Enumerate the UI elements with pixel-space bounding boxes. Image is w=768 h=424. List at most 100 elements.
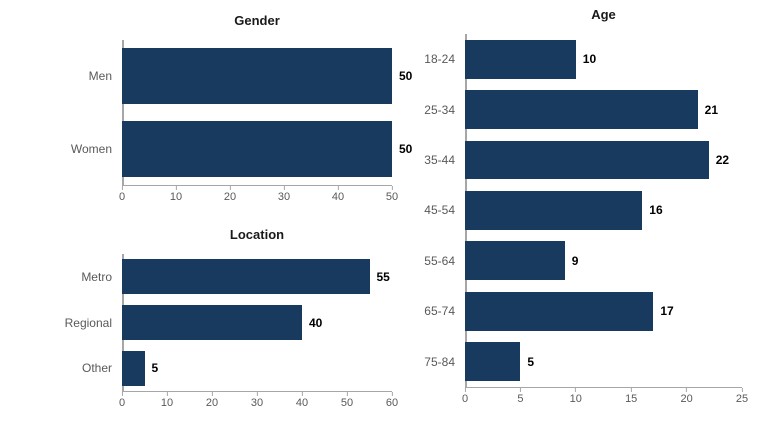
value-label: 10 — [582, 52, 597, 67]
tick-label: 0 — [118, 397, 126, 409]
category-label: 75-84 — [424, 354, 455, 369]
tick-label: 30 — [250, 397, 264, 409]
tick-mark — [686, 388, 688, 392]
tick-label: 30 — [277, 191, 291, 203]
value-label: 21 — [704, 102, 719, 117]
bar-track: 5 — [122, 345, 392, 391]
bar-row: 45-54 16 — [401, 185, 742, 235]
x-axis: 0 10 20 30 40 50 — [119, 185, 398, 208]
bar-row: 65-74 17 — [401, 286, 742, 336]
location-plot-area: Metro 55 Regional 40 Other 5 — [58, 254, 392, 391]
x-axis-tick: 20 — [224, 186, 236, 203]
bar — [122, 350, 145, 386]
location-chart: Location Metro 55 Regional 40 Other 5 0 10 20 30… — [58, 226, 399, 414]
bar-row: 35-44 22 — [401, 135, 742, 185]
tick-label: 10 — [160, 397, 174, 409]
tick-mark — [741, 388, 743, 392]
x-axis-tick: 0 — [119, 392, 125, 409]
gender-chart-title: Gender — [234, 13, 280, 28]
location-bar-rows: Metro 55 Regional 40 Other 5 — [58, 254, 392, 391]
tick-label: 10 — [169, 191, 183, 203]
value-label: 22 — [715, 153, 730, 168]
age-plot-area: 18-24 10 25-34 21 35-44 22 45-54 16 55-64 9 65-74 1… — [401, 34, 742, 387]
category-label: Other — [81, 361, 112, 376]
bar-row: Metro 55 — [58, 254, 392, 300]
x-axis-tick: 5 — [517, 388, 523, 405]
bar — [122, 304, 302, 341]
bar — [122, 120, 392, 177]
bar-track: 5 — [465, 337, 742, 387]
x-axis-tick: 60 — [386, 392, 398, 409]
value-label: 5 — [151, 361, 159, 376]
tick-mark — [211, 392, 213, 396]
tick-label: 0 — [461, 393, 469, 405]
value-label: 16 — [649, 203, 663, 218]
bar-row: Men 50 — [58, 40, 412, 113]
category-label: 25-34 — [424, 102, 455, 117]
bar-track: 17 — [465, 286, 742, 336]
tick-mark — [283, 186, 285, 190]
bar-track: 10 — [465, 34, 742, 84]
x-axis-tick: 30 — [278, 186, 290, 203]
tick-mark — [519, 388, 521, 392]
x-axis-tick: 10 — [570, 388, 582, 405]
value-label: 5 — [527, 354, 535, 369]
bar — [465, 342, 521, 382]
x-axis-tick: 30 — [251, 392, 263, 409]
bar — [465, 140, 709, 180]
gender-chart: Gender Men 50 Women 50 0 10 20 30 40 50 — [58, 12, 413, 208]
bar — [122, 48, 392, 105]
tick-mark — [256, 392, 258, 396]
tick-label: 40 — [295, 397, 309, 409]
category-label: 55-64 — [424, 253, 455, 268]
tick-mark — [346, 392, 348, 396]
tick-label: 10 — [569, 393, 582, 405]
bar-track: 40 — [122, 300, 392, 346]
value-label: 55 — [376, 269, 390, 284]
tick-label: 5 — [517, 393, 524, 405]
category-label: 35-44 — [424, 153, 455, 168]
value-label: 17 — [660, 304, 674, 319]
category-label: Metro — [81, 269, 112, 284]
bar-row: 18-24 10 — [401, 34, 742, 84]
value-label: 50 — [399, 141, 413, 156]
category-label: Regional — [64, 315, 112, 330]
x-axis-tick: 20 — [206, 392, 218, 409]
x-axis-tick: 40 — [296, 392, 308, 409]
location-chart-title: Location — [229, 227, 285, 242]
bar-row: Other 5 — [58, 345, 392, 391]
x-axis-tick: 25 — [736, 388, 748, 405]
tick-label: 20 — [223, 191, 237, 203]
value-label: 50 — [399, 69, 413, 84]
x-axis-tick: 0 — [119, 186, 125, 203]
category-label: Women — [70, 141, 112, 156]
tick-mark — [464, 388, 466, 392]
age-bar-rows: 18-24 10 25-34 21 35-44 22 45-54 16 55-64 9 65-74 1… — [401, 34, 742, 387]
category-label: 18-24 — [424, 52, 455, 67]
bar-row: Regional 40 — [58, 300, 392, 346]
bar-row: 25-34 21 — [401, 84, 742, 134]
bar-track: 16 — [465, 185, 742, 235]
x-axis-tick: 50 — [341, 392, 353, 409]
gender-bar-rows: Men 50 Women 50 — [58, 40, 412, 186]
bar-row: Women 50 — [58, 113, 412, 186]
tick-label: 20 — [205, 397, 219, 409]
tick-mark — [175, 186, 177, 190]
bar-row: 55-64 9 — [401, 236, 742, 286]
value-label: 9 — [571, 253, 579, 268]
tick-label: 60 — [385, 397, 399, 409]
gender-plot-area: Men 50 Women 50 — [58, 40, 412, 186]
bar — [465, 191, 643, 230]
tick-mark — [121, 392, 123, 396]
category-label: 65-74 — [424, 304, 455, 319]
tick-label: 50 — [385, 191, 399, 203]
bar-row: 75-84 5 — [401, 337, 742, 387]
tick-label: 15 — [625, 393, 638, 405]
tick-label: 0 — [118, 191, 126, 203]
tick-mark — [630, 388, 632, 392]
tick-label: 25 — [735, 393, 749, 405]
x-axis-tick: 10 — [161, 392, 173, 409]
x-axis-tick: 50 — [386, 186, 398, 203]
x-axis-tick: 20 — [680, 388, 693, 405]
